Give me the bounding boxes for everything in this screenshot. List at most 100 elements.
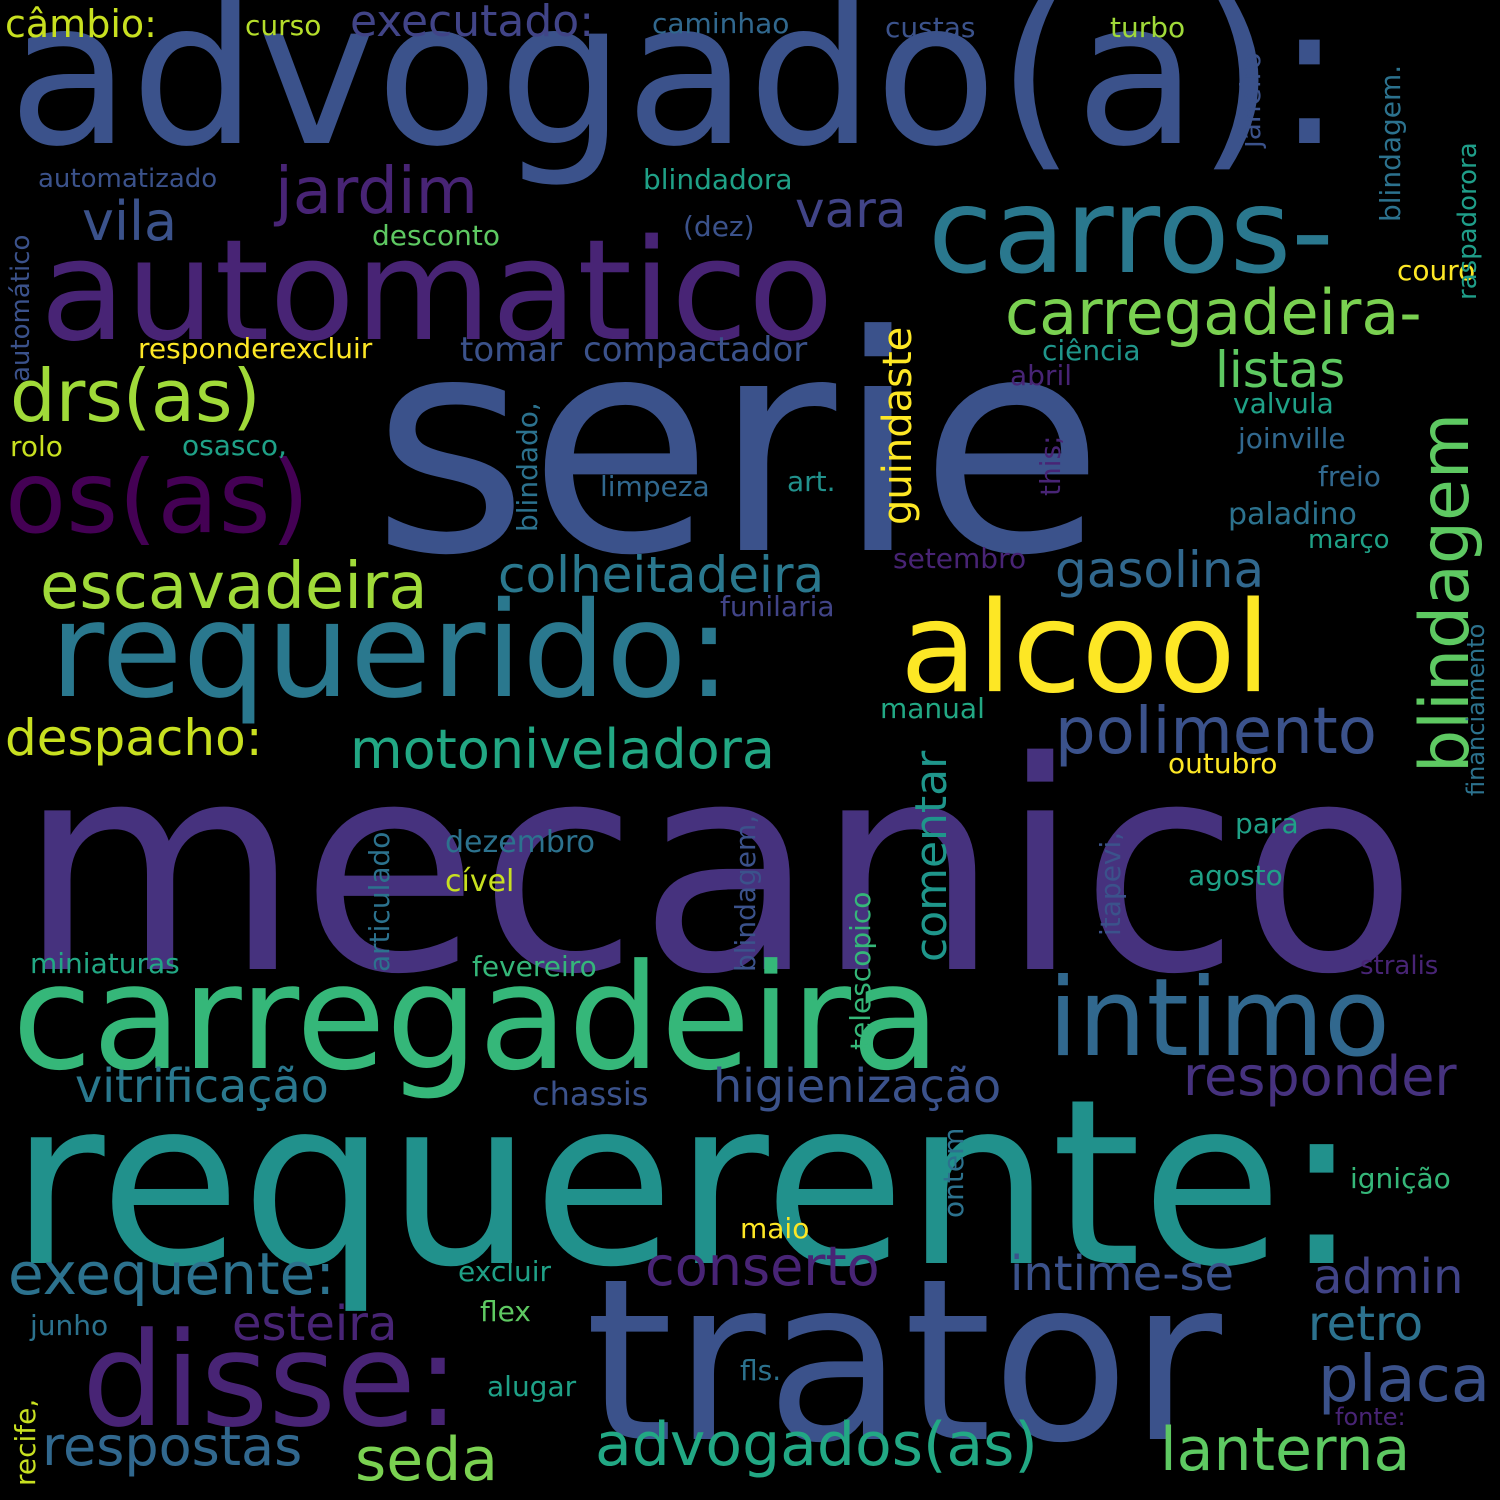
word-cambio: câmbio: bbox=[5, 2, 157, 46]
word-guindaste: guindaste bbox=[875, 326, 921, 525]
word-marco: março bbox=[1308, 525, 1390, 555]
word-articulado: articulado bbox=[363, 831, 396, 972]
word-responderexcluir: responderexcluir bbox=[138, 332, 373, 365]
word-fevereiro: fevereiro bbox=[472, 950, 597, 983]
word-carros: carros- bbox=[928, 162, 1334, 300]
word-freio: freio bbox=[1318, 460, 1381, 493]
word-automatizado: automatizado bbox=[38, 164, 218, 194]
word-alcool: alcool bbox=[900, 574, 1271, 721]
word-outubro: outubro bbox=[1168, 747, 1278, 780]
word-ciencia: ciência bbox=[1042, 334, 1141, 367]
word-placa: placa bbox=[1318, 1343, 1491, 1417]
word-couro: couro bbox=[1397, 254, 1476, 287]
word-responder: responder bbox=[1183, 1045, 1457, 1108]
word-advogados-as: advogados(as) bbox=[595, 1410, 1038, 1480]
word-seda: seda bbox=[355, 1425, 499, 1495]
word-escavadeira: escavadeira bbox=[40, 550, 428, 624]
word-junho: junho bbox=[30, 1309, 109, 1342]
word-blindagem-comma: blindagem, bbox=[729, 814, 762, 972]
word-dezembro: dezembro bbox=[445, 825, 595, 860]
word-retro: retro bbox=[1308, 1296, 1424, 1352]
word-mecanico: mecanico bbox=[18, 701, 1418, 1038]
word-blindagem-dot: blindagem. bbox=[1374, 64, 1407, 222]
word-tomar: tomar bbox=[460, 330, 563, 370]
word-serie: serie bbox=[372, 272, 1105, 621]
word-curso: curso bbox=[245, 9, 322, 42]
word-abril: abril bbox=[1010, 359, 1073, 392]
word-vara: vara bbox=[795, 181, 907, 239]
word-raspadorora: raspadorora bbox=[1453, 142, 1483, 300]
word-listas: listas bbox=[1215, 341, 1346, 399]
word-colheitadeira: colheitadeira bbox=[498, 546, 825, 604]
word-ontem: ontem bbox=[937, 1127, 970, 1218]
word-respostas: respostas bbox=[42, 1415, 303, 1478]
word-maio: maio bbox=[740, 1212, 810, 1245]
word-fonte: fonte: bbox=[1335, 1403, 1406, 1431]
word-manual: manual bbox=[880, 692, 985, 725]
word-paladino: paladino bbox=[1228, 497, 1357, 532]
word-chassis: chassis bbox=[532, 1075, 649, 1113]
word-jardim: jardim bbox=[275, 155, 478, 229]
word-os-as: os(as) bbox=[5, 439, 310, 556]
word-gasolina: gasolina bbox=[1055, 541, 1265, 599]
word-comentar: comentar bbox=[906, 750, 957, 962]
word-recife: recife, bbox=[9, 1398, 42, 1486]
word-para: para bbox=[1235, 807, 1299, 840]
word-fls: fls. bbox=[740, 1354, 782, 1387]
word-caminhao: caminhao bbox=[652, 7, 790, 40]
word-blindado: blindado, bbox=[511, 402, 544, 532]
word-conserto: conserto bbox=[645, 1235, 880, 1298]
word-miniaturas: miniaturas bbox=[30, 947, 180, 980]
word-rolo: rolo bbox=[10, 430, 63, 463]
word-requerente: requerente: bbox=[10, 1051, 1361, 1318]
word-advogado-a: advogado(a): bbox=[8, 0, 1344, 191]
word-art: art. bbox=[787, 465, 836, 498]
word-carregadeira-: carregadeira- bbox=[1005, 276, 1422, 349]
word-automatico-accent: automático bbox=[6, 234, 36, 382]
word-this: this; bbox=[1034, 435, 1067, 496]
word-automatico: automatico bbox=[40, 210, 834, 373]
word-compactador: compactador bbox=[583, 330, 808, 370]
word-flex: flex bbox=[480, 1295, 531, 1328]
word-requerido: requerido: bbox=[50, 574, 732, 728]
word-carregadeira: carregadeira bbox=[12, 933, 941, 1103]
word-intime-se: intime-se bbox=[1010, 1246, 1235, 1302]
word-setembro: setembro bbox=[893, 542, 1027, 575]
word-executado: executado: bbox=[350, 0, 595, 47]
word-osasco: osasco, bbox=[182, 429, 287, 462]
word-financiamento: financiamento bbox=[1462, 623, 1490, 796]
word-drs-as: drs(as) bbox=[10, 354, 261, 438]
word-esteira: esteira bbox=[232, 1296, 398, 1352]
word-admin: admin bbox=[1313, 1249, 1464, 1305]
word-vila: vila bbox=[82, 190, 178, 253]
word-ignicao: ignição bbox=[1350, 1162, 1451, 1195]
word-valvula: valvula bbox=[1233, 387, 1334, 420]
word-stralis: stralis bbox=[1360, 951, 1439, 981]
word-civel: cível bbox=[445, 864, 515, 899]
word-janeiro: janeiro bbox=[1234, 52, 1267, 148]
word-agosto: agosto bbox=[1188, 859, 1283, 892]
word-joinville: joinville bbox=[1238, 422, 1346, 455]
word-custas: custas bbox=[885, 11, 976, 44]
word-telescopico: telescopico bbox=[844, 891, 877, 1050]
word-intimo: intimo bbox=[1048, 956, 1391, 1081]
word-desconto: desconto bbox=[372, 219, 500, 252]
word-excluir: excluir bbox=[458, 1255, 552, 1288]
word-higienizacao: higienização bbox=[713, 1059, 1002, 1113]
word-polimento: polimento bbox=[1055, 695, 1377, 769]
word-motoniveladora: motoniveladora bbox=[350, 718, 775, 781]
word-disse: disse: bbox=[82, 1304, 460, 1456]
word-itapevi: itapevi, bbox=[1094, 831, 1127, 936]
word-blindadora: blindadora bbox=[643, 163, 793, 196]
word-funilaria: funilaria bbox=[720, 590, 835, 623]
word-lanterna: lanterna bbox=[1160, 1415, 1411, 1485]
word-alugar: alugar bbox=[487, 1370, 577, 1403]
word-despacho: despacho: bbox=[5, 709, 263, 767]
word-trator: trator bbox=[585, 1231, 1222, 1493]
word-turbo: turbo bbox=[1110, 11, 1186, 44]
word-limpeza: limpeza bbox=[600, 470, 710, 503]
word-exequente: exequente: bbox=[8, 1240, 335, 1308]
word-vitrificacao: vitrificação bbox=[75, 1059, 329, 1113]
word-dez: (dez) bbox=[683, 210, 755, 243]
